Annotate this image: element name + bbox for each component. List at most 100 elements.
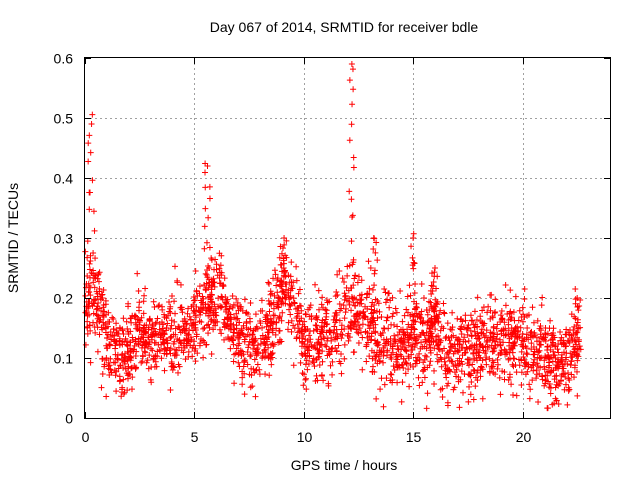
data-point xyxy=(537,322,544,329)
data-point xyxy=(223,301,230,308)
data-point xyxy=(427,349,434,356)
data-point xyxy=(538,302,545,309)
data-point xyxy=(142,285,149,292)
data-point xyxy=(224,314,231,321)
data-point xyxy=(178,340,185,347)
data-point xyxy=(175,369,182,376)
data-point xyxy=(471,346,478,353)
data-point xyxy=(445,354,452,361)
data-point xyxy=(387,341,394,348)
data-point xyxy=(221,336,228,343)
data-point xyxy=(101,308,108,315)
data-point xyxy=(431,367,438,374)
data-point xyxy=(384,296,391,303)
data-point xyxy=(243,320,250,327)
data-point xyxy=(267,300,274,307)
data-point xyxy=(87,284,94,291)
data-point xyxy=(285,272,292,279)
data-point xyxy=(391,340,398,347)
data-point xyxy=(438,356,445,363)
data-point xyxy=(284,326,291,333)
data-point xyxy=(388,371,395,378)
data-point xyxy=(199,293,206,300)
data-point xyxy=(213,312,220,319)
data-point xyxy=(419,367,426,374)
data-point xyxy=(299,370,306,377)
data-point xyxy=(316,350,323,357)
data-point xyxy=(470,350,477,357)
data-point xyxy=(167,345,174,352)
data-point xyxy=(429,333,436,340)
data-point xyxy=(241,336,248,343)
data-point xyxy=(292,306,299,313)
data-point xyxy=(489,348,496,355)
data-point xyxy=(239,374,246,381)
data-point xyxy=(177,281,184,288)
data-point xyxy=(396,362,403,369)
data-point xyxy=(547,346,554,353)
data-point xyxy=(498,349,505,356)
data-point xyxy=(427,299,434,306)
data-point xyxy=(346,188,353,195)
data-point xyxy=(241,391,248,398)
data-point xyxy=(270,299,277,306)
data-point xyxy=(100,322,107,329)
data-point xyxy=(297,359,304,366)
data-point xyxy=(384,349,391,356)
data-point xyxy=(430,306,437,313)
data-point xyxy=(513,392,520,399)
data-point xyxy=(261,346,268,353)
y-axis-title: SRMTID / TECUs xyxy=(5,183,21,293)
data-point xyxy=(89,111,96,118)
data-point xyxy=(329,358,336,365)
data-point xyxy=(256,371,263,378)
data-point xyxy=(531,329,538,336)
data-point xyxy=(305,361,312,368)
data-point xyxy=(84,330,91,337)
data-point xyxy=(99,355,106,362)
data-point xyxy=(84,312,91,319)
data-point xyxy=(348,196,355,203)
data-point xyxy=(386,304,393,311)
data-point xyxy=(216,326,223,333)
data-point xyxy=(95,313,102,320)
data-point xyxy=(232,350,239,357)
data-point xyxy=(164,344,171,351)
data-point xyxy=(99,371,106,378)
data-point xyxy=(115,330,122,337)
data-point xyxy=(264,317,271,324)
data-point xyxy=(473,316,480,323)
data-point xyxy=(295,325,302,332)
data-point xyxy=(143,359,150,366)
data-point xyxy=(374,298,381,305)
data-point xyxy=(262,333,269,340)
y-tick-label: 0 xyxy=(65,411,73,427)
data-point xyxy=(464,325,471,332)
data-point xyxy=(201,245,208,252)
data-point xyxy=(248,372,255,379)
data-point xyxy=(576,303,583,310)
data-point xyxy=(139,358,146,365)
data-point xyxy=(420,318,427,325)
data-point xyxy=(407,361,414,368)
data-point xyxy=(218,330,225,337)
data-point xyxy=(282,252,289,259)
data-point xyxy=(103,329,110,336)
y-tick-label: 0.4 xyxy=(54,171,74,187)
data-point xyxy=(432,318,439,325)
data-point xyxy=(458,344,465,351)
data-point xyxy=(341,355,348,362)
data-point xyxy=(553,362,560,369)
data-point xyxy=(90,274,97,281)
data-point xyxy=(510,329,517,336)
data-point xyxy=(384,314,391,321)
data-point xyxy=(280,257,287,264)
data-point xyxy=(437,327,444,334)
data-point xyxy=(125,375,132,382)
data-point xyxy=(542,353,549,360)
data-point xyxy=(407,334,414,341)
data-point xyxy=(501,346,508,353)
data-point xyxy=(120,315,127,322)
data-point xyxy=(534,317,541,324)
data-point xyxy=(420,295,427,302)
